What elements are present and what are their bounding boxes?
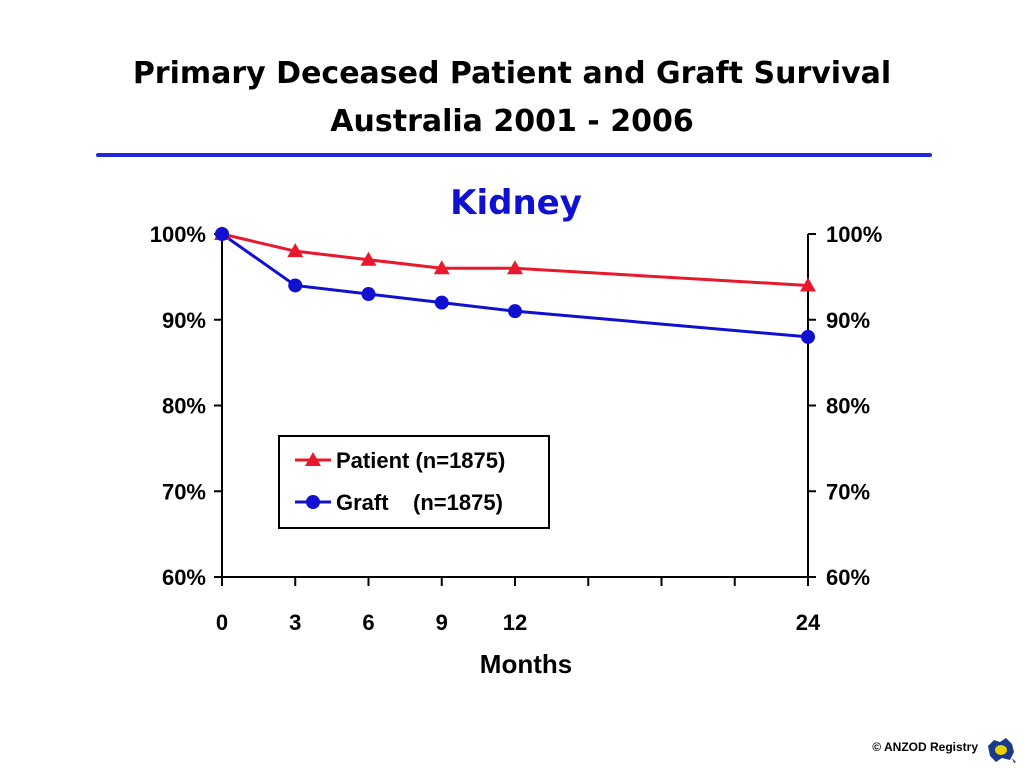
y-tick-label-left: 90% (162, 308, 206, 333)
legend-patient-label: Patient (n=1875) (336, 448, 505, 473)
y-tick-label-left: 60% (162, 565, 206, 590)
plot-marks (214, 226, 816, 344)
x-tick-label: 6 (362, 610, 374, 635)
copyright-text: © ANZOD Registry (872, 740, 978, 754)
title-divider (96, 153, 932, 157)
series-line-graft (221, 232, 809, 339)
patient-data-point (433, 260, 450, 275)
patient-data-point (287, 243, 304, 258)
x-tick-label: 12 (503, 610, 527, 635)
y-tick-label-left: 80% (162, 394, 206, 419)
graft-data-point (215, 227, 229, 241)
graft-data-point (508, 304, 522, 319)
y-tick-label-right: 70% (826, 479, 870, 504)
patient-data-point (507, 260, 523, 275)
axes: 60% 60% 70% 70% 80% 80% 90% 90% 100% 100% 0 3 6 9 12 24 (150, 222, 883, 635)
chart-title-line1: Primary Deceased Patient and Graft Survi… (132, 56, 892, 91)
graft-data-point (288, 278, 303, 293)
chart-subtitle: Kidney (450, 183, 582, 223)
anzod-logo (988, 738, 1016, 763)
y-tick-label-right: 100% (826, 222, 882, 247)
graft-data-point (801, 329, 815, 344)
graft-data-point (434, 295, 449, 310)
series-line-patient (221, 232, 809, 287)
x-tick-label: 3 (289, 610, 301, 635)
patient-data-point (800, 277, 816, 292)
legend-box (278, 435, 550, 529)
x-tick-label: 0 (216, 610, 228, 635)
y-tick-label-right: 90% (826, 308, 870, 333)
y-tick-label-right: 80% (826, 394, 870, 419)
x-axis-title: Months (480, 649, 572, 679)
patient-data-point (360, 251, 377, 266)
chart-title-line2: Australia 2001 - 2006 (330, 104, 694, 139)
y-tick-label-left: 70% (162, 479, 206, 504)
x-tick-label: 9 (436, 610, 448, 635)
legend-graft-marker (306, 495, 320, 509)
x-tick-label: 24 (796, 610, 821, 635)
survival-chart: Kidney 60% 60% 70% 70% 80% 80% 90% 90% 100% 100% 0… (150, 183, 883, 679)
legend-patient-marker (305, 452, 321, 466)
y-tick-label-left: 100% (150, 222, 206, 247)
graft-data-point (361, 287, 376, 302)
y-tick-label-right: 60% (826, 565, 870, 590)
legend-graft-label: Graft (n=1875) (336, 490, 503, 515)
legend: Patient (n=1875) Graft (n=1875) (278, 435, 550, 529)
